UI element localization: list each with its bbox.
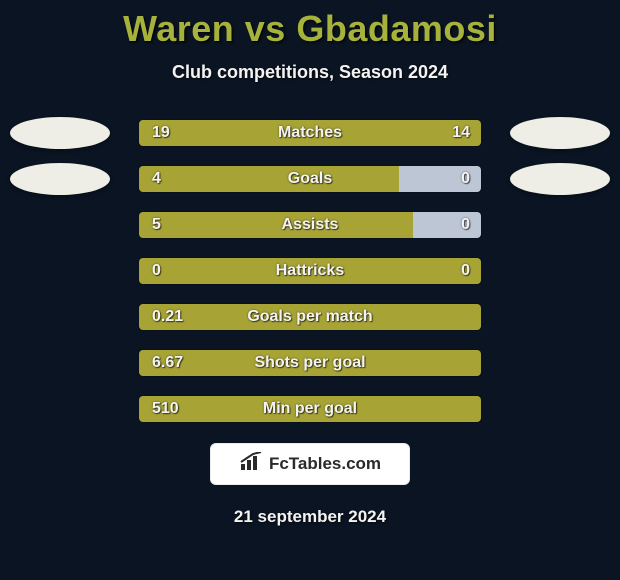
stat-row: Goals per match0.21 — [0, 303, 620, 331]
player-left-avatar — [10, 163, 110, 195]
source-badge-label: FcTables.com — [269, 454, 381, 474]
stat-label: Shots per goal — [138, 349, 482, 377]
page-title: Waren vs Gbadamosi — [123, 8, 497, 50]
stat-row: Matches1914 — [0, 119, 620, 147]
vs-text: vs — [245, 8, 286, 49]
stat-right-value: 0 — [138, 257, 470, 285]
player-left-name: Waren — [123, 8, 234, 49]
player-right-name: Gbadamosi — [296, 8, 497, 49]
stat-right-value: 0 — [138, 211, 470, 239]
stat-row: Assists50 — [0, 211, 620, 239]
player-left-avatar — [10, 117, 110, 149]
stat-row: Goals40 — [0, 165, 620, 193]
player-right-avatar — [510, 117, 610, 149]
content-root: Waren vs Gbadamosi Club competitions, Se… — [0, 0, 620, 580]
stat-row: Min per goal510 — [0, 395, 620, 423]
stat-left-value: 510 — [152, 395, 179, 423]
date-text: 21 september 2024 — [234, 507, 386, 527]
player-right-avatar — [510, 163, 610, 195]
stat-row: Shots per goal6.67 — [0, 349, 620, 377]
stat-label: Min per goal — [138, 395, 482, 423]
subtitle: Club competitions, Season 2024 — [172, 62, 448, 83]
stat-right-value: 14 — [138, 119, 470, 147]
chart-icon — [239, 452, 265, 477]
stat-label: Goals per match — [138, 303, 482, 331]
source-badge: FcTables.com — [210, 443, 410, 485]
stat-left-value: 6.67 — [152, 349, 183, 377]
stats-bars: Matches1914 Goals40 Assists50 Hattricks00 Go… — [0, 119, 620, 441]
stat-right-value: 0 — [138, 165, 470, 193]
stat-row: Hattricks00 — [0, 257, 620, 285]
stat-left-value: 0.21 — [152, 303, 183, 331]
